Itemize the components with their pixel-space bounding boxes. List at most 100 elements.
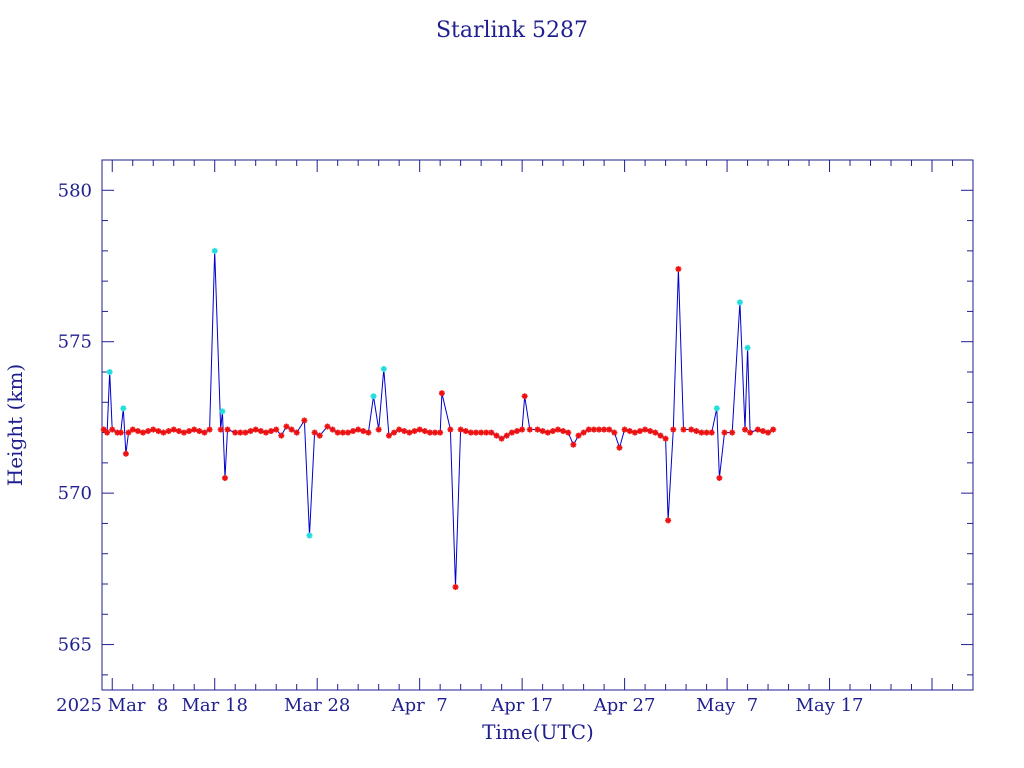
- data-point: [217, 426, 224, 433]
- data-marker: [626, 428, 633, 435]
- data-point: [575, 432, 582, 439]
- marker-stroke: [504, 432, 510, 439]
- marker-stroke: [145, 428, 151, 434]
- marker-stroke: [411, 428, 418, 434]
- marker-stroke: [396, 426, 402, 433]
- data-point: [688, 426, 695, 433]
- marker-stroke: [118, 429, 124, 436]
- marker-stroke: [191, 426, 197, 433]
- data-marker: [560, 428, 567, 435]
- data-point: [242, 429, 249, 436]
- data-marker: [134, 428, 141, 435]
- marker-stroke: [714, 405, 720, 412]
- marker-stroke: [468, 429, 474, 436]
- marker-stroke: [376, 426, 382, 433]
- data-marker: [493, 432, 500, 439]
- marker-stroke: [273, 426, 279, 433]
- marker-stroke: [670, 426, 676, 433]
- data-point: [742, 426, 749, 433]
- data-point: [508, 429, 515, 436]
- data-point: [201, 429, 208, 436]
- marker-stroke: [716, 475, 723, 481]
- marker-stroke: [294, 429, 300, 436]
- data-point: [311, 429, 318, 436]
- data-point: [526, 426, 533, 433]
- data-marker: [759, 428, 766, 435]
- data-point: [438, 390, 445, 397]
- data-point: [670, 426, 677, 433]
- data-point: [621, 426, 628, 433]
- data-point: [334, 429, 341, 436]
- data-point: [365, 429, 372, 436]
- marker-stroke: [268, 428, 274, 434]
- marker-stroke: [709, 429, 715, 436]
- data-point: [437, 429, 444, 436]
- marker-stroke: [360, 428, 366, 434]
- marker-stroke: [288, 426, 295, 433]
- marker-stroke: [150, 426, 156, 433]
- marker-stroke: [560, 428, 566, 434]
- data-point: [665, 517, 672, 524]
- x-tick-label: Apr 7: [391, 695, 448, 716]
- data-point: [452, 584, 459, 591]
- data-marker: [175, 428, 182, 435]
- marker-stroke: [140, 429, 146, 436]
- marker-stroke: [647, 428, 653, 434]
- marker-stroke: [522, 393, 528, 399]
- data-marker: [483, 429, 490, 436]
- data-marker: [647, 428, 654, 435]
- marker-stroke: [253, 426, 259, 433]
- data-marker: [462, 428, 469, 435]
- marker-stroke: [258, 428, 264, 434]
- data-point: [534, 426, 541, 433]
- data-point: [380, 365, 387, 372]
- marker-stroke: [703, 429, 710, 436]
- marker-stroke: [232, 429, 238, 436]
- marker-stroke: [104, 429, 110, 436]
- marker-stroke: [493, 432, 500, 439]
- data-point: [224, 426, 231, 433]
- data-marker: [196, 428, 203, 435]
- marker-stroke: [632, 429, 638, 436]
- data-point: [180, 429, 187, 436]
- data-marker: [257, 428, 264, 435]
- marker-stroke: [329, 426, 336, 433]
- marker-stroke: [498, 435, 505, 442]
- marker-stroke: [386, 432, 392, 439]
- marker-stroke: [247, 428, 254, 434]
- y-tick-label: 580: [58, 180, 92, 201]
- series-layer: [100, 247, 777, 591]
- marker-stroke: [130, 426, 136, 433]
- data-point: [283, 423, 290, 430]
- data-marker: [601, 426, 608, 433]
- data-point: [519, 426, 526, 433]
- marker-stroke: [381, 366, 387, 372]
- marker-stroke: [662, 435, 669, 442]
- marker-stroke: [123, 451, 129, 457]
- marker-stroke: [171, 426, 177, 433]
- marker-stroke: [627, 428, 633, 434]
- marker-stroke: [509, 429, 515, 436]
- y-tick-label: 570: [58, 483, 92, 504]
- data-point: [160, 429, 167, 436]
- marker-stroke: [432, 429, 438, 436]
- marker-stroke: [201, 429, 208, 436]
- data-point: [721, 429, 728, 436]
- marker-stroke: [283, 423, 290, 430]
- marker-stroke: [355, 426, 361, 433]
- data-point: [219, 408, 226, 415]
- data-point: [744, 344, 751, 351]
- data-point: [675, 266, 682, 273]
- marker-stroke: [242, 429, 249, 436]
- y-tick-label: 575: [58, 332, 92, 353]
- data-point: [191, 426, 198, 433]
- marker-stroke: [101, 426, 107, 433]
- data-point: [120, 405, 127, 412]
- data-marker: [288, 426, 295, 433]
- data-point: [206, 426, 213, 433]
- data-point: [488, 429, 495, 436]
- data-marker: [237, 429, 244, 436]
- marker-stroke: [196, 428, 203, 434]
- marker-stroke: [452, 584, 459, 590]
- marker-stroke: [263, 429, 269, 436]
